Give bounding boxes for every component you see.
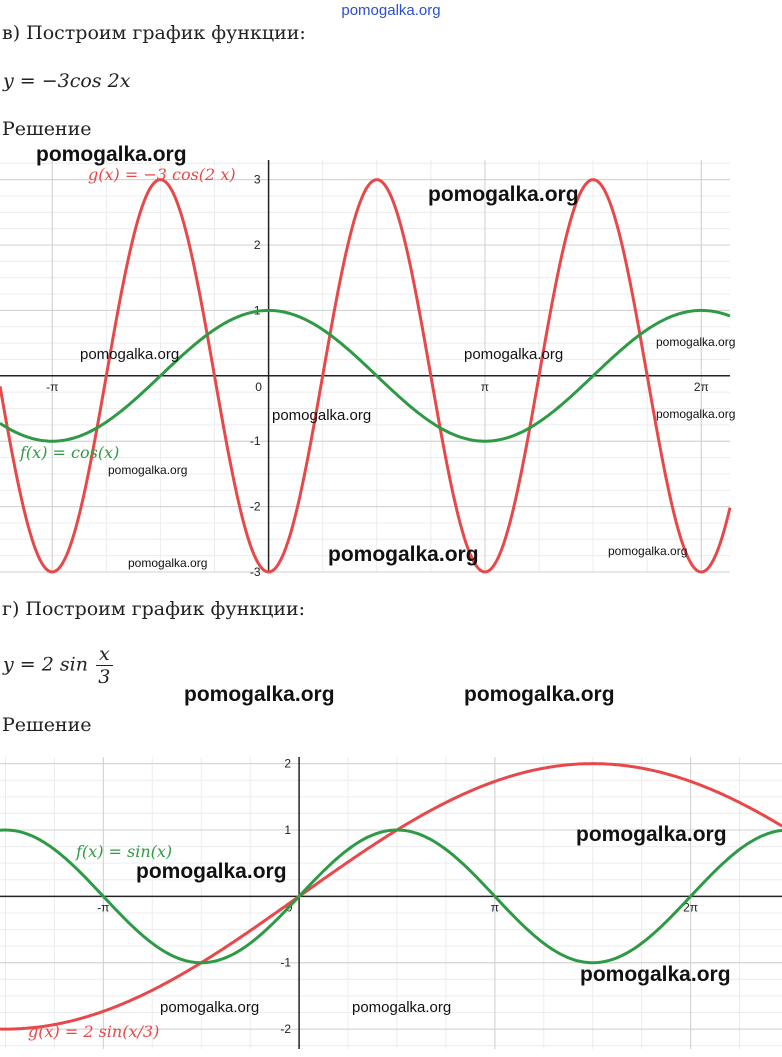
watermark: pomogalka.org [656, 335, 736, 349]
formula-denominator: 3 [98, 666, 111, 688]
watermark: pomogalka.org [108, 463, 188, 477]
watermark: pomogalka.org [160, 999, 260, 1016]
x-tick-label: 2π [694, 380, 709, 394]
series-line [0, 762, 782, 1031]
watermark: pomogalka.org [464, 346, 564, 363]
section-v-heading: в) Построим график функции: [2, 22, 306, 44]
watermark: pomogalka.org [36, 143, 187, 166]
y-tick-label: -2 [250, 500, 261, 514]
section-v-solution-label: Решение [2, 118, 92, 140]
section-g-solution-label: Решение [2, 714, 92, 736]
watermark: pomogalka.org [128, 556, 208, 570]
y-tick-label: 1 [284, 823, 291, 837]
x-tick-label: -π [97, 900, 109, 914]
x-tick-label: 2π [683, 900, 698, 914]
watermark: pomogalka.org [80, 346, 180, 363]
formula-numerator: x [95, 643, 113, 666]
formula-fraction: x 3 [95, 643, 113, 688]
watermark: pomogalka.org [272, 407, 372, 424]
x-tick-label: -π [46, 380, 58, 394]
y-tick-label: -3 [250, 565, 261, 578]
site-header[interactable]: pomogalka.org [341, 2, 441, 19]
watermark: pomogalka.org [352, 999, 452, 1016]
series-line [0, 178, 732, 574]
y-tick-label: -1 [280, 956, 291, 970]
watermark: pomogalka.org [184, 683, 335, 706]
label-g: g(x) = −3 cos(2 x) [88, 165, 236, 184]
watermark: pomogalka.org [464, 683, 615, 706]
watermark: pomogalka.org [656, 407, 736, 421]
y-tick-label: 2 [284, 757, 291, 771]
y-tick-label: 2 [254, 238, 261, 252]
label-g: g(x) = 2 sin(x/3) [28, 1022, 159, 1041]
watermark: pomogalka.org [428, 183, 579, 206]
series-line [0, 828, 782, 965]
watermark: pomogalka.org [328, 543, 479, 566]
watermark: pomogalka.org [576, 823, 727, 846]
label-f: f(x) = sin(x) [75, 842, 172, 861]
y-tick-label: -1 [250, 434, 261, 448]
x-tick-label: π [491, 900, 499, 914]
label-f: f(x) = cos(x) [19, 443, 119, 462]
y-tick-label: 3 [254, 173, 261, 187]
watermark: pomogalka.org [136, 860, 287, 883]
x-tick-label: 0 [255, 380, 262, 394]
watermark: pomogalka.org [580, 963, 731, 986]
watermark: pomogalka.org [608, 544, 688, 558]
section-g-heading: г) Построим график функции: [2, 598, 306, 620]
section-g-formula: y = 2 sin x 3 [3, 643, 113, 688]
section-v-formula: y = −3cos 2x [3, 70, 131, 92]
x-tick-label: π [481, 380, 489, 394]
y-tick-label: -2 [280, 1022, 291, 1036]
series-line [0, 308, 731, 443]
formula-prefix: y = 2 sin [3, 653, 88, 676]
